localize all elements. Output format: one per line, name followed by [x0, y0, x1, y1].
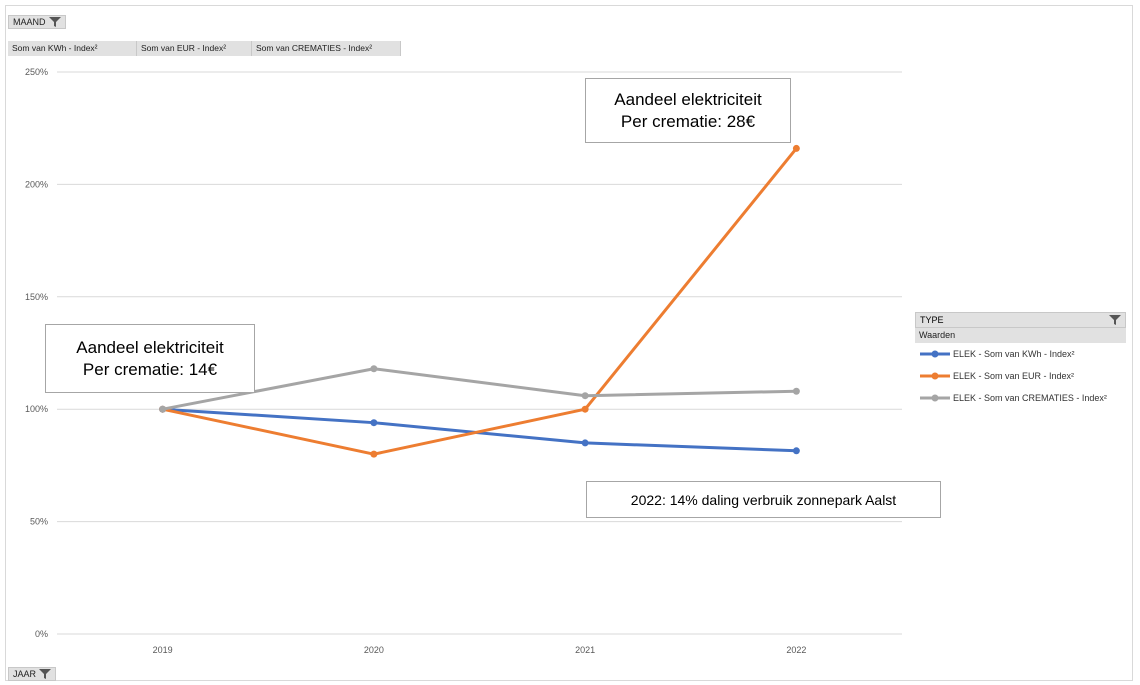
legend-subtitle: Waarden: [915, 328, 1126, 343]
annotation-note: 2022: 14% daling verbruik zonnepark Aals…: [586, 481, 941, 518]
annotation-2022-line2: Per crematie: 28€: [620, 111, 756, 131]
chart-frame: [5, 5, 1133, 681]
data-point: [370, 419, 378, 427]
filter-icon: [1109, 315, 1121, 325]
value-field-crematies[interactable]: Som van CREMATIES - Index²: [252, 41, 401, 56]
data-point: [792, 387, 800, 395]
maand-filter-label: MAAND: [13, 17, 46, 27]
annotation-2019: Aandeel elektriciteit Per crematie: 14€: [45, 324, 255, 393]
y-tick-label: 200%: [25, 179, 48, 189]
series-line-1: [162, 147, 798, 456]
data-point: [792, 447, 800, 455]
data-point: [792, 144, 800, 152]
legend-title: TYPE: [920, 315, 944, 325]
legend: TYPE Waarden ELEK - Som van KWh - Index²…: [915, 312, 1126, 409]
y-tick-label: 100%: [25, 404, 48, 414]
data-point: [581, 405, 589, 413]
data-point: [370, 365, 378, 373]
legend-marker: [920, 372, 950, 380]
x-tick-label: 2021: [575, 645, 595, 655]
jaar-filter-label: JAAR: [13, 669, 37, 679]
x-tick-label: 2019: [153, 645, 173, 655]
value-field-kwh[interactable]: Som van KWh - Index²: [8, 41, 137, 56]
annotation-2019-line1: Aandeel elektriciteit: [76, 337, 224, 357]
data-point: [581, 392, 589, 400]
y-tick-label: 150%: [25, 292, 48, 302]
legend-label: ELEK - Som van KWh - Index²: [953, 349, 1075, 359]
legend-marker: [920, 394, 950, 402]
legend-item: ELEK - Som van CREMATIES - Index²: [915, 387, 1126, 409]
y-tick-label: 0%: [35, 629, 48, 639]
y-tick-label: 250%: [25, 67, 48, 77]
y-tick-label: 50%: [30, 517, 48, 527]
legend-label: ELEK - Som van CREMATIES - Index²: [953, 393, 1107, 403]
legend-label: ELEK - Som van EUR - Index²: [953, 371, 1075, 381]
data-point: [581, 439, 589, 447]
data-point: [159, 405, 167, 413]
filter-icon: [39, 669, 52, 679]
series-line-2: [162, 367, 797, 411]
annotation-2022-line1: Aandeel elektriciteit: [614, 89, 762, 109]
legend-marker: [920, 350, 950, 358]
filter-icon: [48, 17, 61, 27]
value-field-eur[interactable]: Som van EUR - Index²: [137, 41, 252, 56]
annotation-2019-line2: Per crematie: 14€: [82, 359, 218, 379]
type-filter-button[interactable]: TYPE: [915, 312, 1126, 328]
maand-filter-button[interactable]: MAAND: [8, 15, 66, 29]
x-tick-label: 2020: [364, 645, 384, 655]
x-tick-label: 2022: [786, 645, 806, 655]
annotation-note-text: 2022: 14% daling verbruik zonnepark Aals…: [630, 491, 897, 508]
data-point: [370, 450, 378, 458]
annotation-2022: Aandeel elektriciteit Per crematie: 28€: [585, 78, 791, 143]
legend-item: ELEK - Som van EUR - Index²: [915, 365, 1126, 387]
legend-item: ELEK - Som van KWh - Index²: [915, 343, 1126, 365]
jaar-filter-button[interactable]: JAAR: [8, 667, 57, 681]
